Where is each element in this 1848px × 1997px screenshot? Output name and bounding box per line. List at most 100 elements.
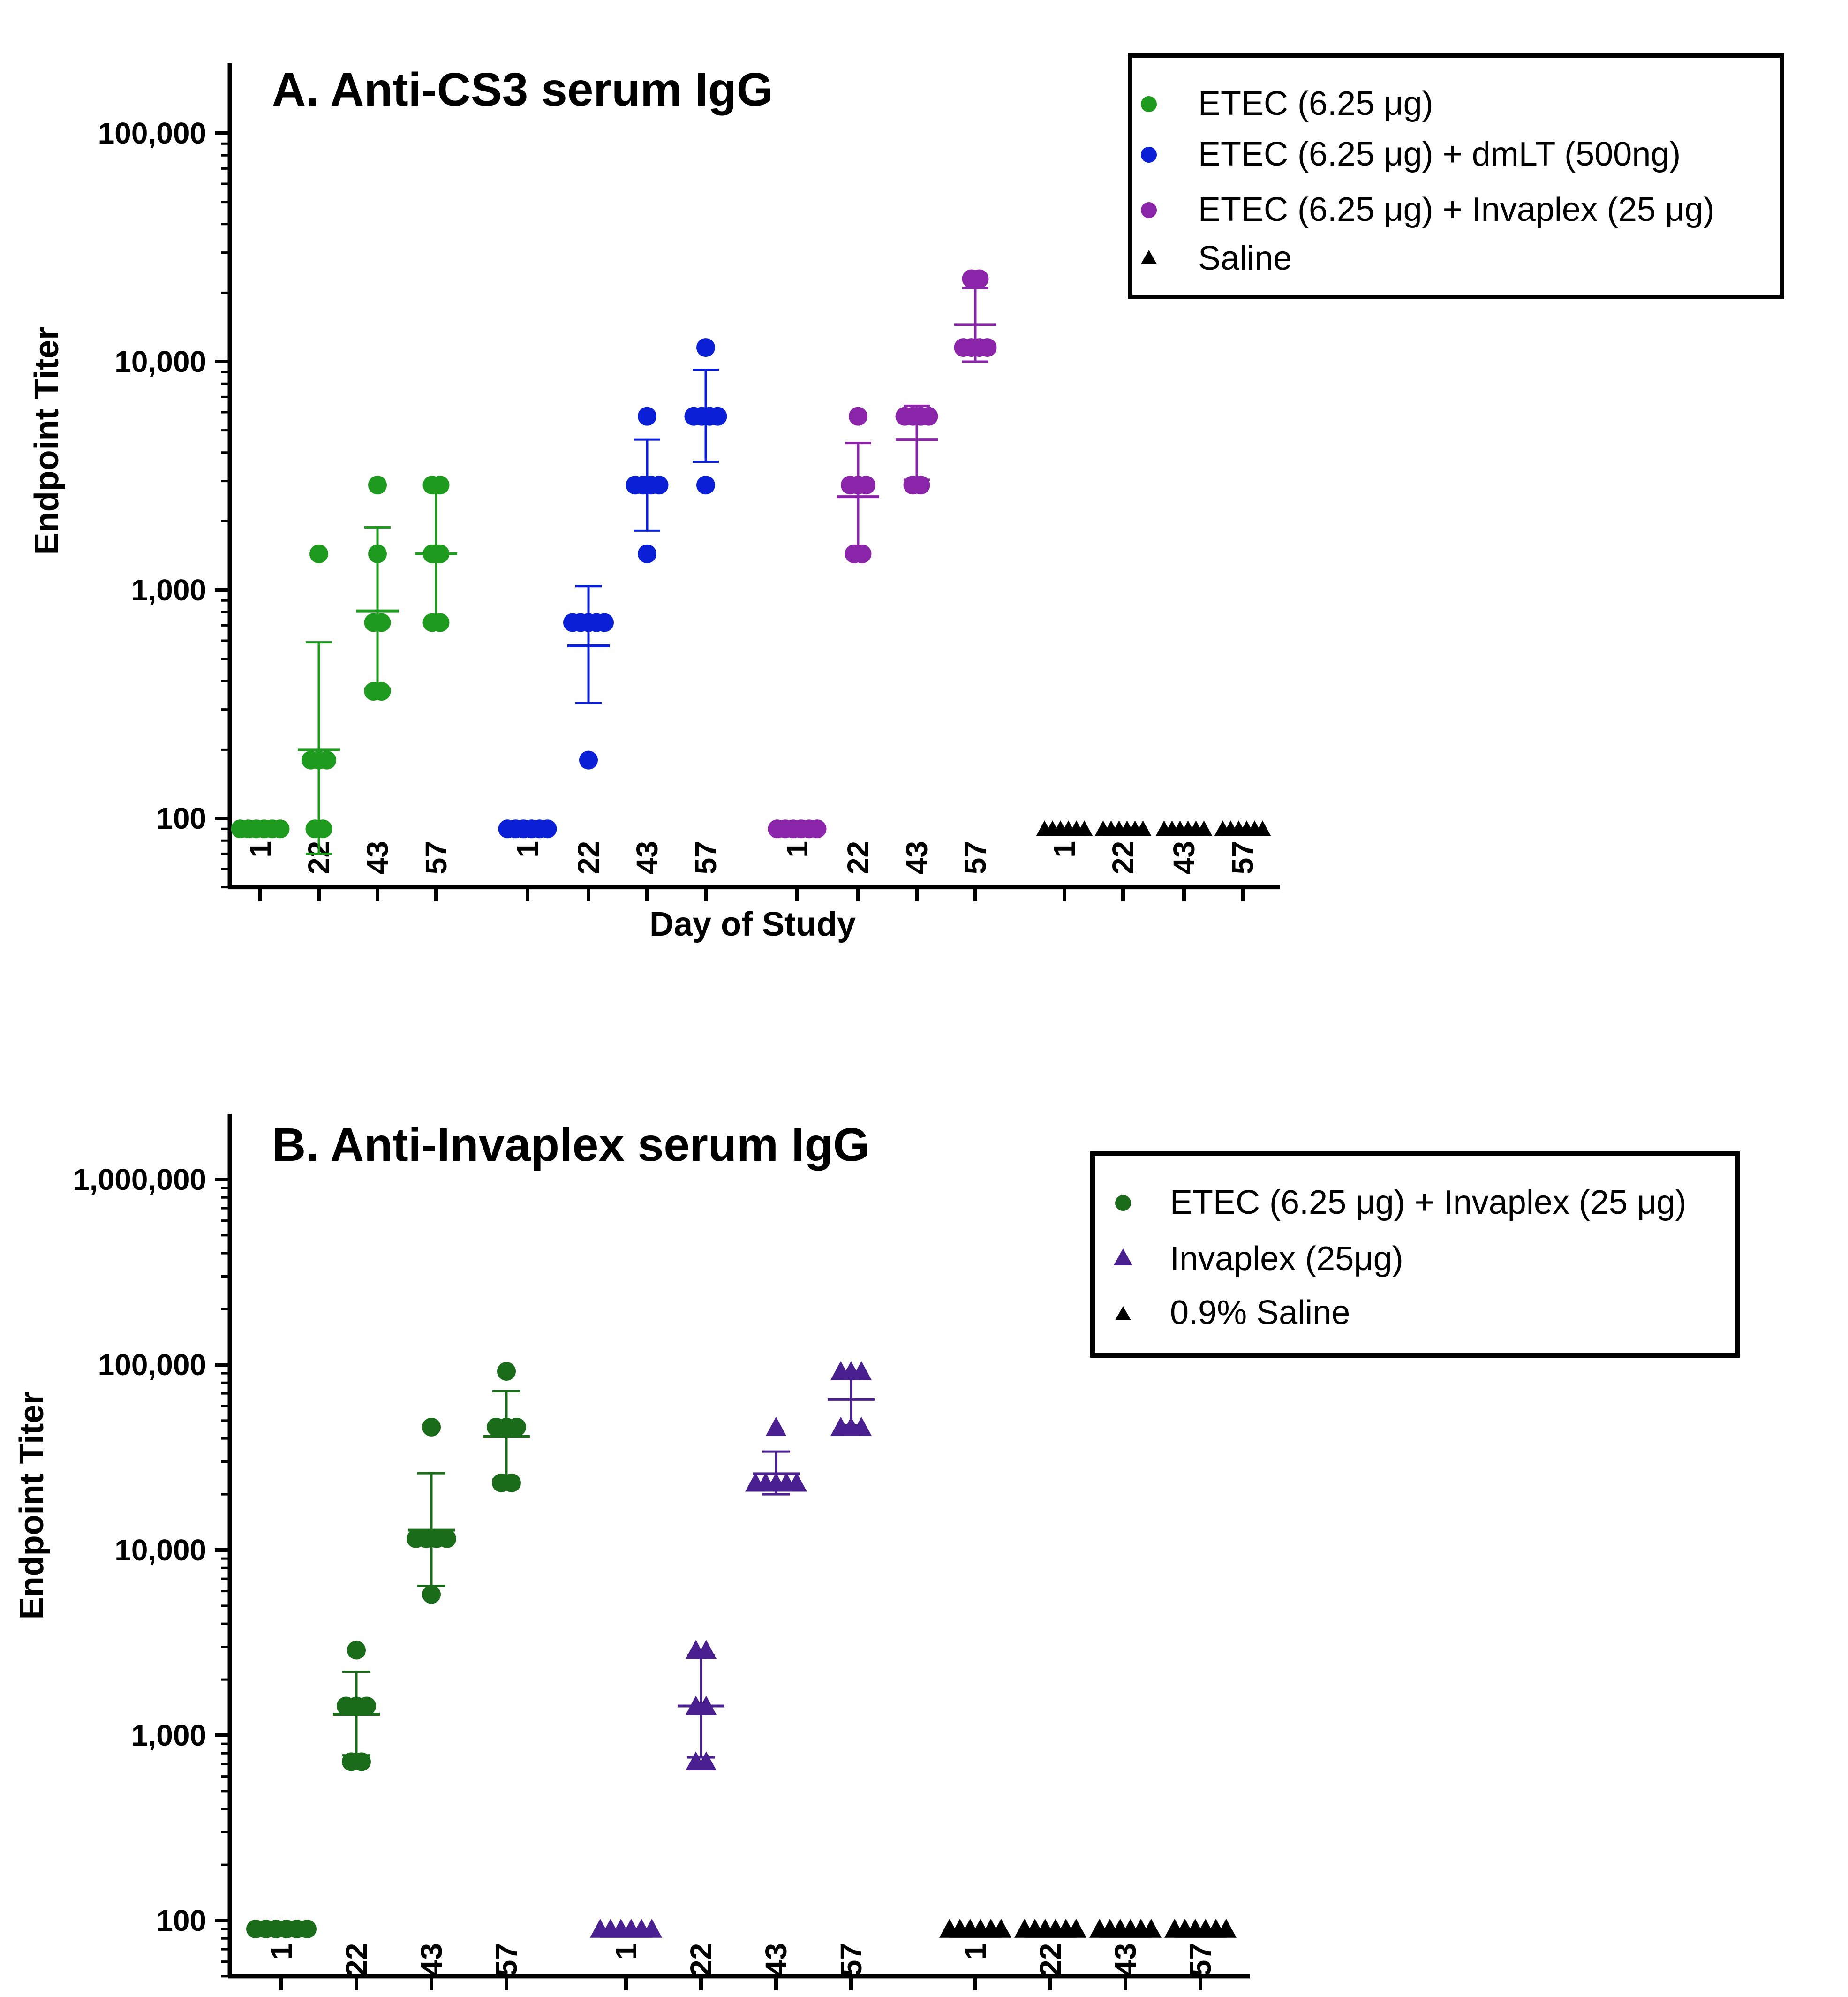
chart-a-legend-marker-2 (1141, 202, 1157, 218)
chart-a-data-point (430, 476, 450, 495)
chart-a-legend-label-0: ETEC (6.25 μg) (1198, 85, 1433, 122)
chart-b-data-point (497, 1362, 516, 1381)
chart-a-data-point (807, 819, 827, 839)
chart-a-x-tick-label: 57 (689, 841, 723, 874)
chart-b-data-point (347, 1641, 366, 1660)
chart-a-legend-label-1: ETEC (6.25 μg) + dmLT (500ng) (1198, 136, 1681, 173)
chart-a-data-point (849, 407, 867, 426)
chart-b-y-tick-label: 100,000 (98, 1348, 206, 1382)
chart-b-data-point (437, 1529, 456, 1548)
chart-b-legend-label-1: Invaplex (25μg) (1170, 1240, 1403, 1278)
chart-b-x-tick-label: 57 (490, 1943, 523, 1976)
chart-b-x-tick-label: 1 (958, 1943, 992, 1960)
chart-a-data-point (579, 750, 598, 770)
chart-a-data-point (978, 338, 997, 357)
chart-a-data-point (368, 544, 387, 563)
chart-a-data-point (919, 407, 938, 426)
chart-a-data-point (970, 269, 989, 288)
chart-b-legend-box (1090, 1151, 1740, 1358)
chart-a-legend-marker-0 (1141, 96, 1157, 112)
chart-a-data-point (372, 613, 391, 632)
chart-b-marks (246, 1361, 1237, 1939)
chart-a-data-point (313, 819, 332, 839)
chart-b-data-point (1216, 1919, 1237, 1938)
chart-a-x-tick-label: 22 (1106, 841, 1140, 874)
chart-b-x-tick-label: 22 (339, 1943, 373, 1976)
chart-a-y-tick-label: 1,000 (131, 573, 206, 607)
chart-a-y-tick-label: 10,000 (114, 345, 206, 378)
chart-b-legend-label-2: 0.9% Saline (1170, 1294, 1350, 1331)
chart-a-data-point (271, 819, 290, 839)
chart-a-x-tick-label: 1 (511, 841, 544, 858)
chart-b-y-tick-label: 10,000 (114, 1533, 206, 1567)
chart-a-x-tick-label: 57 (419, 841, 453, 874)
chart-a-x-tick-label: 22 (572, 841, 605, 874)
chart-a: A. Anti-CS3 serum IgG Endpoint Titer Day… (28, 53, 1784, 943)
chart-b-data-point (786, 1472, 807, 1492)
chart-a-data-point (1195, 820, 1213, 836)
chart-a-title: A. Anti-CS3 serum IgG (272, 63, 773, 116)
chart-a-data-point (1134, 820, 1152, 836)
chart-b-data-point (991, 1919, 1011, 1938)
chart-b-data-point (352, 1752, 371, 1771)
chart-b-data-point (1141, 1919, 1162, 1938)
chart-b-data-point (641, 1919, 662, 1938)
chart-a-x-tick-label: 1 (780, 841, 814, 858)
chart-a-legend-label-3: Saline (1198, 240, 1292, 277)
chart-b-data-point (696, 1640, 717, 1659)
chart-a-legend-marker-3 (1141, 250, 1157, 264)
chart-b-x-tick-label: 43 (759, 1943, 793, 1976)
chart-b-data-point (298, 1920, 317, 1939)
chart-b-y-tick-label: 100 (156, 1904, 206, 1937)
chart-a-data-point (638, 544, 656, 563)
chart-b-axes: 100 1,000 10,000 100,000 1,000,000 1 22 43 57 1 22… (73, 1114, 1250, 1990)
chart-a-data-point (708, 407, 727, 426)
chart-b-y-tick-label: 1,000 (131, 1718, 206, 1752)
chart-a-data-point (372, 682, 391, 701)
chart-a-marks (231, 269, 1271, 855)
chart-a-y-tick-label: 100,000 (98, 116, 206, 150)
chart-a-data-point (317, 750, 336, 770)
chart-b-y-tick-label: 1,000,000 (73, 1163, 206, 1196)
chart-a-y-tick-label: 100 (156, 802, 206, 835)
chart-b-data-point (422, 1585, 441, 1604)
chart-a-data-point (696, 338, 715, 357)
chart-a-xlabel: Day of Study (649, 906, 856, 943)
chart-b-x-tick-label: 22 (1033, 1943, 1067, 1976)
chart-a-legend-marker-1 (1141, 147, 1157, 163)
chart-a-legend-box (1128, 53, 1784, 299)
chart-a-data-point (696, 476, 715, 495)
chart-a-x-tick-label: 22 (841, 841, 875, 874)
chart-b-x-tick-label: 22 (684, 1943, 718, 1976)
chart-a-data-point (852, 544, 872, 563)
chart-a-x-tick-label: 57 (1226, 841, 1260, 874)
chart-b-title: B. Anti-Invaplex serum IgG (272, 1119, 869, 1171)
chart-b-x-tick-label: 43 (415, 1943, 448, 1976)
chart-a-legend: ETEC (6.25 μg) ETEC (6.25 μg) + dmLT (50… (1128, 53, 1784, 299)
chart-b-x-tick-label: 43 (1109, 1943, 1142, 1976)
chart-a-data-point (649, 476, 669, 495)
chart-a-data-point (368, 476, 387, 495)
chart-a-x-tick-label: 57 (958, 841, 992, 874)
chart-b-legend-marker-1 (1114, 1248, 1132, 1265)
chart-b-data-point (1066, 1919, 1086, 1938)
chart-a-data-point (538, 819, 557, 839)
chart-b: B. Anti-Invaplex serum IgG Endpoint Tite… (13, 1114, 1740, 1990)
chart-a-data-point (430, 613, 450, 632)
chart-a-x-tick-label: 43 (900, 841, 934, 874)
chart-a-legend-label-2: ETEC (6.25 μg) + Invaplex (25 μg) (1198, 191, 1714, 228)
chart-b-data-point (502, 1473, 521, 1492)
chart-b-ylabel: Endpoint Titer (13, 1392, 51, 1620)
chart-b-legend: ETEC (6.25 μg) + Invaplex (25 μg) Invapl… (1090, 1151, 1740, 1358)
chart-a-x-tick-label: 1 (243, 841, 277, 858)
chart-a-data-point (309, 544, 328, 563)
chart-a-data-point (911, 476, 930, 495)
chart-a-data-point (1254, 820, 1271, 836)
chart-b-data-point (357, 1696, 376, 1716)
chart-b-legend-label-0: ETEC (6.25 μg) + Invaplex (25 μg) (1170, 1184, 1686, 1221)
chart-a-data-point (430, 544, 450, 563)
chart-b-data-point (766, 1416, 786, 1436)
chart-a-x-tick-label: 1 (1048, 841, 1081, 858)
chart-b-legend-marker-0 (1115, 1195, 1131, 1211)
